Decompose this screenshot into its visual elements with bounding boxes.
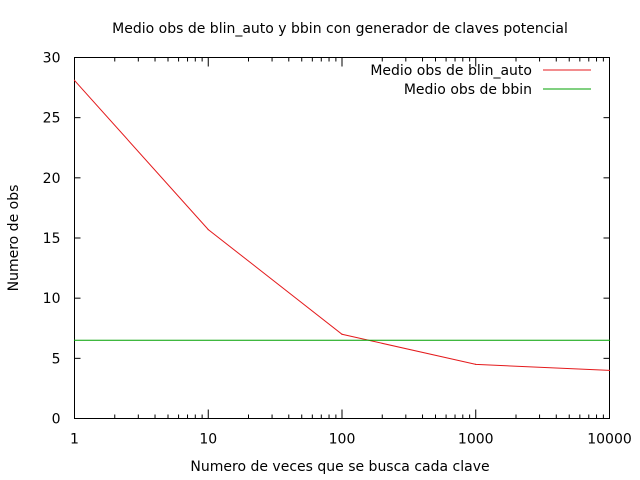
chart-title: Medio obs de blin_auto y bbin con genera… xyxy=(112,21,568,37)
plot-frame xyxy=(74,57,610,419)
y-tick-label: 15 xyxy=(43,231,61,247)
series-1-point xyxy=(608,369,611,371)
series-1-point xyxy=(341,333,343,335)
legend-label-2: Medio obs de bbin xyxy=(404,82,532,98)
y-tick-label: 30 xyxy=(43,51,61,67)
x-tick-label: 1000 xyxy=(458,432,494,448)
legend: Medio obs de blin_auto Medio obs de bbin xyxy=(370,63,591,98)
y-tick-label: 5 xyxy=(52,351,61,367)
series-1-point xyxy=(475,363,477,365)
series-1-point xyxy=(207,228,209,231)
series-1-point xyxy=(73,79,76,81)
x-tick-label: 10000 xyxy=(587,432,632,448)
series-line-1 xyxy=(74,80,610,371)
y-tick-label: 0 xyxy=(52,412,61,428)
tick-labels: 0 5 10 15 20 25 30 1 10 100 1000 10000 xyxy=(43,51,632,448)
series-lines xyxy=(73,79,611,371)
x-tick-label: 1 xyxy=(70,432,79,448)
series-2-point xyxy=(608,339,611,341)
x-axis-label: Numero de veces que se busca cada clave xyxy=(190,459,489,475)
y-tick-label: 25 xyxy=(43,111,61,127)
legend-label-1: Medio obs de blin_auto xyxy=(370,63,532,79)
series-2-point xyxy=(73,339,76,341)
y-tick-label: 10 xyxy=(43,291,61,307)
x-tick-label: 10 xyxy=(199,432,217,448)
tick-marks xyxy=(74,57,610,419)
y-tick-label: 20 xyxy=(43,171,61,187)
x-tick-label: 100 xyxy=(329,432,356,448)
y-axis-label: Numero de obs xyxy=(6,185,22,292)
